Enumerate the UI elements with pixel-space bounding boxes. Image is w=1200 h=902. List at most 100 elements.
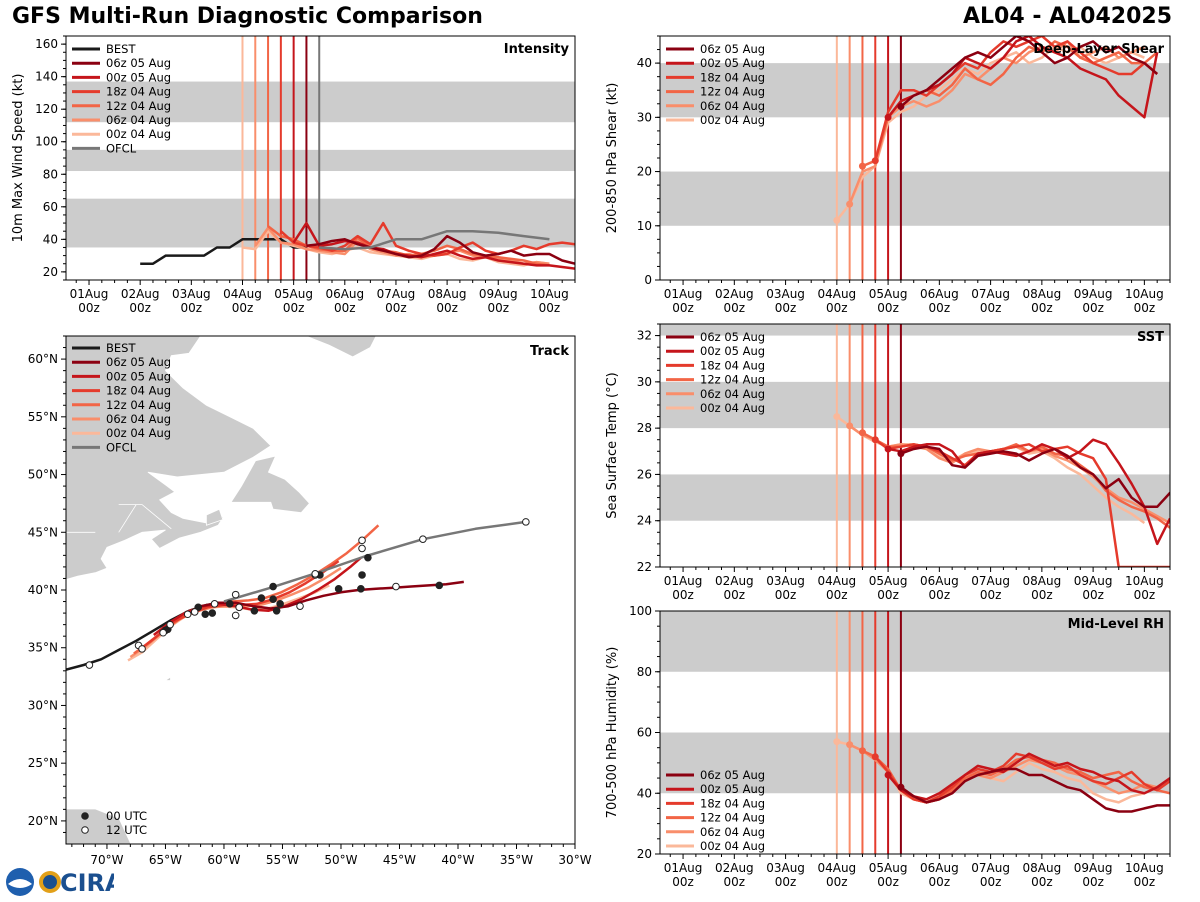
y-tick-label: 20 [43,265,58,279]
y-axis-label: 200-850 hPa Shear (kt) [605,83,620,234]
legend-label-best: BEST [106,341,136,355]
y-tick-label: 26 [637,467,652,481]
x-tick-label-date: 01Aug [70,287,109,301]
lon-tick-label: 35°W [500,853,533,867]
x-tick-label-date: 04Aug [817,574,856,588]
land-mass-newfoundland [230,455,310,514]
shaded-band [66,149,575,172]
x-tick-label-hour: 00z [672,875,694,889]
x-tick-label-date: 01Aug [664,861,703,875]
y-tick-label: 20 [637,165,652,179]
x-tick-label-hour: 00z [929,875,951,889]
y-axis-label: 700-500 hPa Humidity (%) [605,647,620,819]
x-tick-label-date: 04Aug [817,861,856,875]
lat-tick-label: 40°N [28,583,58,597]
lat-tick-label: 45°N [28,525,58,539]
lon-tick-label: 40°W [441,853,474,867]
legend-label-00z-04-aug: 00z 04 Aug [700,401,765,415]
track-marker-00utc [201,610,210,619]
legend-label-06z-05-aug: 06z 05 Aug [700,768,765,782]
series-start-point-00z-04-aug [833,216,841,224]
x-tick-label-hour: 00z [1082,301,1104,315]
legend-label-ofcl: OFCL [106,141,137,155]
x-tick-label-hour: 00z [826,301,848,315]
lon-tick-label: 55°W [266,853,299,867]
series-start-point-00z-04-aug [833,413,841,421]
y-tick-label: 24 [637,514,652,528]
panel-shear: 01Aug00z02Aug00z03Aug00z04Aug00z05Aug00z… [605,35,1171,315]
y-tick-label: 120 [35,102,58,116]
series-line-18z-04-aug [874,36,1159,162]
series-line-06z-05-aug [306,234,575,265]
series-start-point-12z-04-aug [858,162,866,170]
shaded-band [66,198,575,248]
x-tick-label-date: 08Aug [1023,861,1062,875]
legend-label-06z-05-aug: 06z 05 Aug [700,42,765,56]
x-tick-label-hour: 00z [487,301,509,315]
panel-intensity: 01Aug00z02Aug00z03Aug00z04Aug00z05Aug00z… [11,35,576,315]
panel-title: Track [530,344,569,359]
shaded-band [660,381,1170,429]
track-marker-00utc [435,581,444,590]
x-tick-label-hour: 00z [181,301,203,315]
x-tick-label-hour: 00z [1134,301,1156,315]
x-tick-label-hour: 00z [672,588,694,602]
legend-label-00z-05-aug: 00z 05 Aug [106,70,171,84]
lat-tick-label: 35°N [28,641,58,655]
x-tick-label-date: 05Aug [274,287,313,301]
lon-tick-label: 65°W [149,853,182,867]
x-tick-label-date: 09Aug [1074,287,1113,301]
legend-label-18z-04-aug: 18z 04 Aug [106,85,171,99]
x-tick-label-date: 10Aug [1125,574,1164,588]
track-marker-00utc [364,553,372,562]
x-tick-label-hour: 00z [1031,875,1053,889]
legend-label-06z-05-aug: 06z 05 Aug [106,355,171,369]
x-tick-label-hour: 00z [78,301,100,315]
x-tick-label-hour: 00z [826,875,848,889]
plot-area [833,324,1170,567]
lon-tick-label: 50°W [324,853,357,867]
track-marker-00utc [226,600,234,608]
series-line-00z-04-aug [835,45,1145,222]
legend-label-12z-04-aug: 12z 04 Aug [106,398,171,412]
legend-label-18z-04-aug: 18z 04 Aug [106,384,171,398]
state-border [118,504,137,533]
y-tick-label: 60 [43,200,58,214]
marker-legend-label: 00 UTC [106,809,147,823]
x-tick-label-date: 02Aug [121,287,160,301]
shaded-band [660,474,1170,521]
lat-tick-label: 55°N [28,410,58,424]
land-mass-cape-breton [206,508,224,526]
y-tick-label: 30 [637,110,652,124]
x-tick-label-date: 07Aug [971,861,1010,875]
x-tick-label-hour: 00z [334,301,356,315]
x-tick-label-hour: 00z [385,301,407,315]
x-tick-label-hour: 00z [1082,588,1104,602]
plot-area [833,36,1159,280]
track-marker-12utc [235,603,243,612]
panel-title: Mid-Level RH [1068,617,1164,632]
x-tick-label-hour: 00z [929,588,951,602]
legend-label-06z-04-aug: 06z 04 Aug [700,387,765,401]
track-marker-12utc [166,620,174,629]
series-start-point-00z-05-aug [884,445,892,453]
x-tick-label-date: 04Aug [817,287,856,301]
x-tick-label-hour: 00z [539,301,561,315]
cira-globe-inner-icon [43,875,57,889]
y-tick-label: 22 [637,560,652,574]
shaded-band [660,732,1170,794]
panel-sst: 01Aug00z02Aug00z03Aug00z04Aug00z05Aug00z… [605,323,1171,602]
series-start-point-18z-04-aug [871,753,879,761]
marker-legend-label: 12 UTC [106,823,147,837]
x-tick-label-date: 03Aug [766,287,805,301]
map-area [66,336,530,844]
x-tick-label-hour: 00z [929,301,951,315]
track-line-06z-05-aug [200,580,464,610]
x-tick-label-hour: 00z [826,588,848,602]
track-marker-12utc [392,582,400,591]
track-marker-00utc [269,595,277,604]
legend-label-00z-04-aug: 00z 04 Aug [700,839,765,853]
legend-label-00z-04-aug: 00z 04 Aug [106,127,171,141]
series-line-06z-05-aug [900,36,1159,108]
series-line-00z-05-aug [887,752,1170,801]
